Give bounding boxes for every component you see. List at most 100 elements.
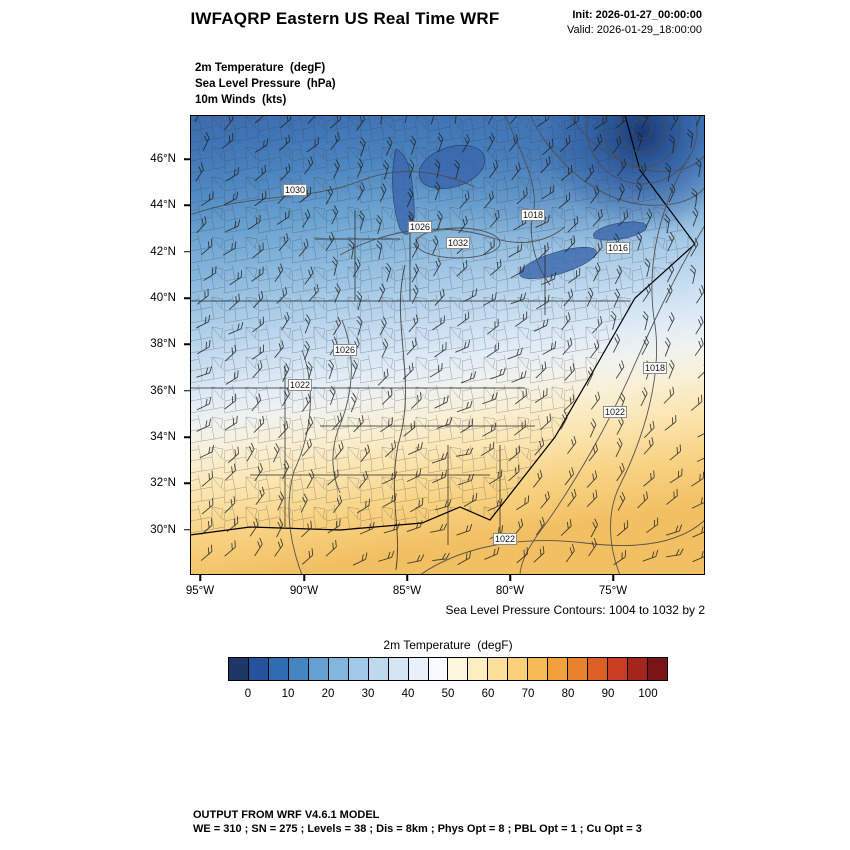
wind-barb bbox=[565, 544, 575, 563]
wind-barb bbox=[274, 340, 284, 358]
wind-barb bbox=[594, 115, 608, 130]
wind-barb bbox=[460, 371, 477, 384]
wind-barb bbox=[408, 314, 419, 333]
wind-barb bbox=[489, 209, 500, 228]
wind-barb bbox=[459, 190, 470, 209]
wind-barb bbox=[197, 339, 211, 355]
wind-barb bbox=[300, 493, 308, 513]
lat-tick bbox=[184, 204, 190, 207]
colorbar-cell bbox=[248, 658, 269, 680]
colorbar-cell bbox=[588, 658, 609, 680]
lat-label: 44°N bbox=[150, 199, 176, 212]
wind-barb bbox=[567, 436, 577, 455]
wind-barb bbox=[615, 360, 625, 379]
wind-barb bbox=[695, 157, 702, 178]
wind-barb bbox=[429, 115, 436, 125]
wind-barb bbox=[273, 443, 280, 463]
plotted-fields-list: 2m Temperature (degF) Sea Level Pressure… bbox=[195, 60, 336, 108]
wind-barb bbox=[436, 417, 453, 429]
wind-barb bbox=[282, 363, 290, 382]
wind-barb bbox=[590, 185, 600, 204]
wind-barb bbox=[641, 115, 650, 129]
lon-label: 80°W bbox=[495, 585, 525, 597]
wind-barb bbox=[482, 392, 498, 405]
wind-barb bbox=[616, 462, 625, 482]
wind-barb bbox=[376, 115, 383, 125]
wind-barb bbox=[508, 464, 520, 482]
wind-barb bbox=[489, 159, 499, 178]
lat-tick bbox=[184, 158, 190, 160]
pressure-contour-label: 1032 bbox=[445, 237, 471, 249]
wind-barb bbox=[302, 438, 312, 457]
wind-barb bbox=[691, 188, 698, 207]
wind-barb bbox=[567, 215, 579, 233]
wind-barb bbox=[352, 552, 368, 566]
state-borders bbox=[190, 210, 630, 571]
wind-barb bbox=[480, 441, 495, 456]
wind-barb bbox=[224, 393, 237, 410]
wind-barb bbox=[224, 540, 236, 557]
pressure-contour-label: 1026 bbox=[332, 344, 358, 356]
colorbar-cell bbox=[568, 658, 589, 680]
wind-barb bbox=[348, 239, 355, 259]
wind-barb bbox=[409, 497, 424, 513]
wind-barb bbox=[592, 316, 603, 334]
wind-barb bbox=[510, 115, 520, 124]
wind-barb bbox=[301, 520, 312, 538]
wind-barb bbox=[511, 162, 521, 181]
wind-barb bbox=[434, 288, 445, 306]
wind-barb bbox=[385, 440, 396, 458]
wind-barb bbox=[586, 287, 594, 307]
pressure-contour-label: 1026 bbox=[407, 221, 433, 233]
wind-barb bbox=[360, 444, 370, 463]
wind-barb bbox=[588, 443, 598, 462]
wind-barb bbox=[567, 488, 577, 507]
pressure-contour-label: 1022 bbox=[492, 533, 518, 545]
wind-barb bbox=[489, 469, 503, 485]
contour-line bbox=[569, 115, 705, 172]
valid-time: Valid: 2026-01-29_18:00:00 bbox=[567, 24, 702, 36]
wind-barb bbox=[665, 524, 683, 536]
wind-barb bbox=[482, 422, 497, 437]
wind-barb bbox=[560, 519, 572, 536]
lon-label: 75°W bbox=[598, 585, 628, 597]
lon-tick bbox=[509, 575, 511, 581]
wind-barb bbox=[251, 266, 264, 282]
field-winds: 10m Winds (kts) bbox=[195, 94, 287, 106]
model-footer: OUTPUT FROM WRF V4.6.1 MODEL WE = 310 ; … bbox=[193, 808, 642, 836]
wind-barb bbox=[276, 210, 290, 225]
footer-line-2: WE = 310 ; SN = 275 ; Levels = 38 ; Dis … bbox=[193, 823, 642, 835]
wind-barb bbox=[694, 337, 704, 356]
lat-label: 38°N bbox=[150, 338, 176, 351]
wind-barb bbox=[196, 418, 211, 432]
lat-label: 46°N bbox=[150, 153, 176, 165]
wind-barb bbox=[325, 185, 334, 205]
wind-barb bbox=[612, 333, 621, 353]
wind-barb bbox=[299, 187, 312, 203]
wind-barb bbox=[402, 115, 409, 124]
wind-barb bbox=[196, 215, 207, 234]
wind-barb bbox=[377, 368, 389, 386]
wind-barb bbox=[636, 132, 643, 152]
wind-barb bbox=[642, 311, 649, 331]
wind-barb bbox=[376, 240, 383, 260]
wind-barb bbox=[403, 420, 415, 437]
wind-barb bbox=[252, 360, 263, 379]
wind-barb bbox=[614, 265, 623, 285]
wind-barb bbox=[350, 392, 357, 413]
wind-barb bbox=[460, 418, 474, 433]
wind-barb bbox=[635, 181, 642, 201]
colorbar-tick-label: 30 bbox=[361, 688, 375, 700]
wind-barb bbox=[411, 239, 420, 259]
wind-barb bbox=[690, 237, 699, 257]
colorbar-cell bbox=[408, 658, 429, 680]
wind-barb bbox=[434, 395, 449, 409]
wind-barb bbox=[483, 239, 495, 256]
wind-barb bbox=[274, 538, 284, 557]
wind-barb bbox=[508, 133, 519, 152]
colorbar-cell bbox=[628, 658, 649, 680]
colorbar-cell bbox=[288, 658, 309, 680]
wind-barb bbox=[617, 491, 626, 511]
wind-barb bbox=[516, 187, 528, 205]
contour-line bbox=[419, 519, 705, 575]
